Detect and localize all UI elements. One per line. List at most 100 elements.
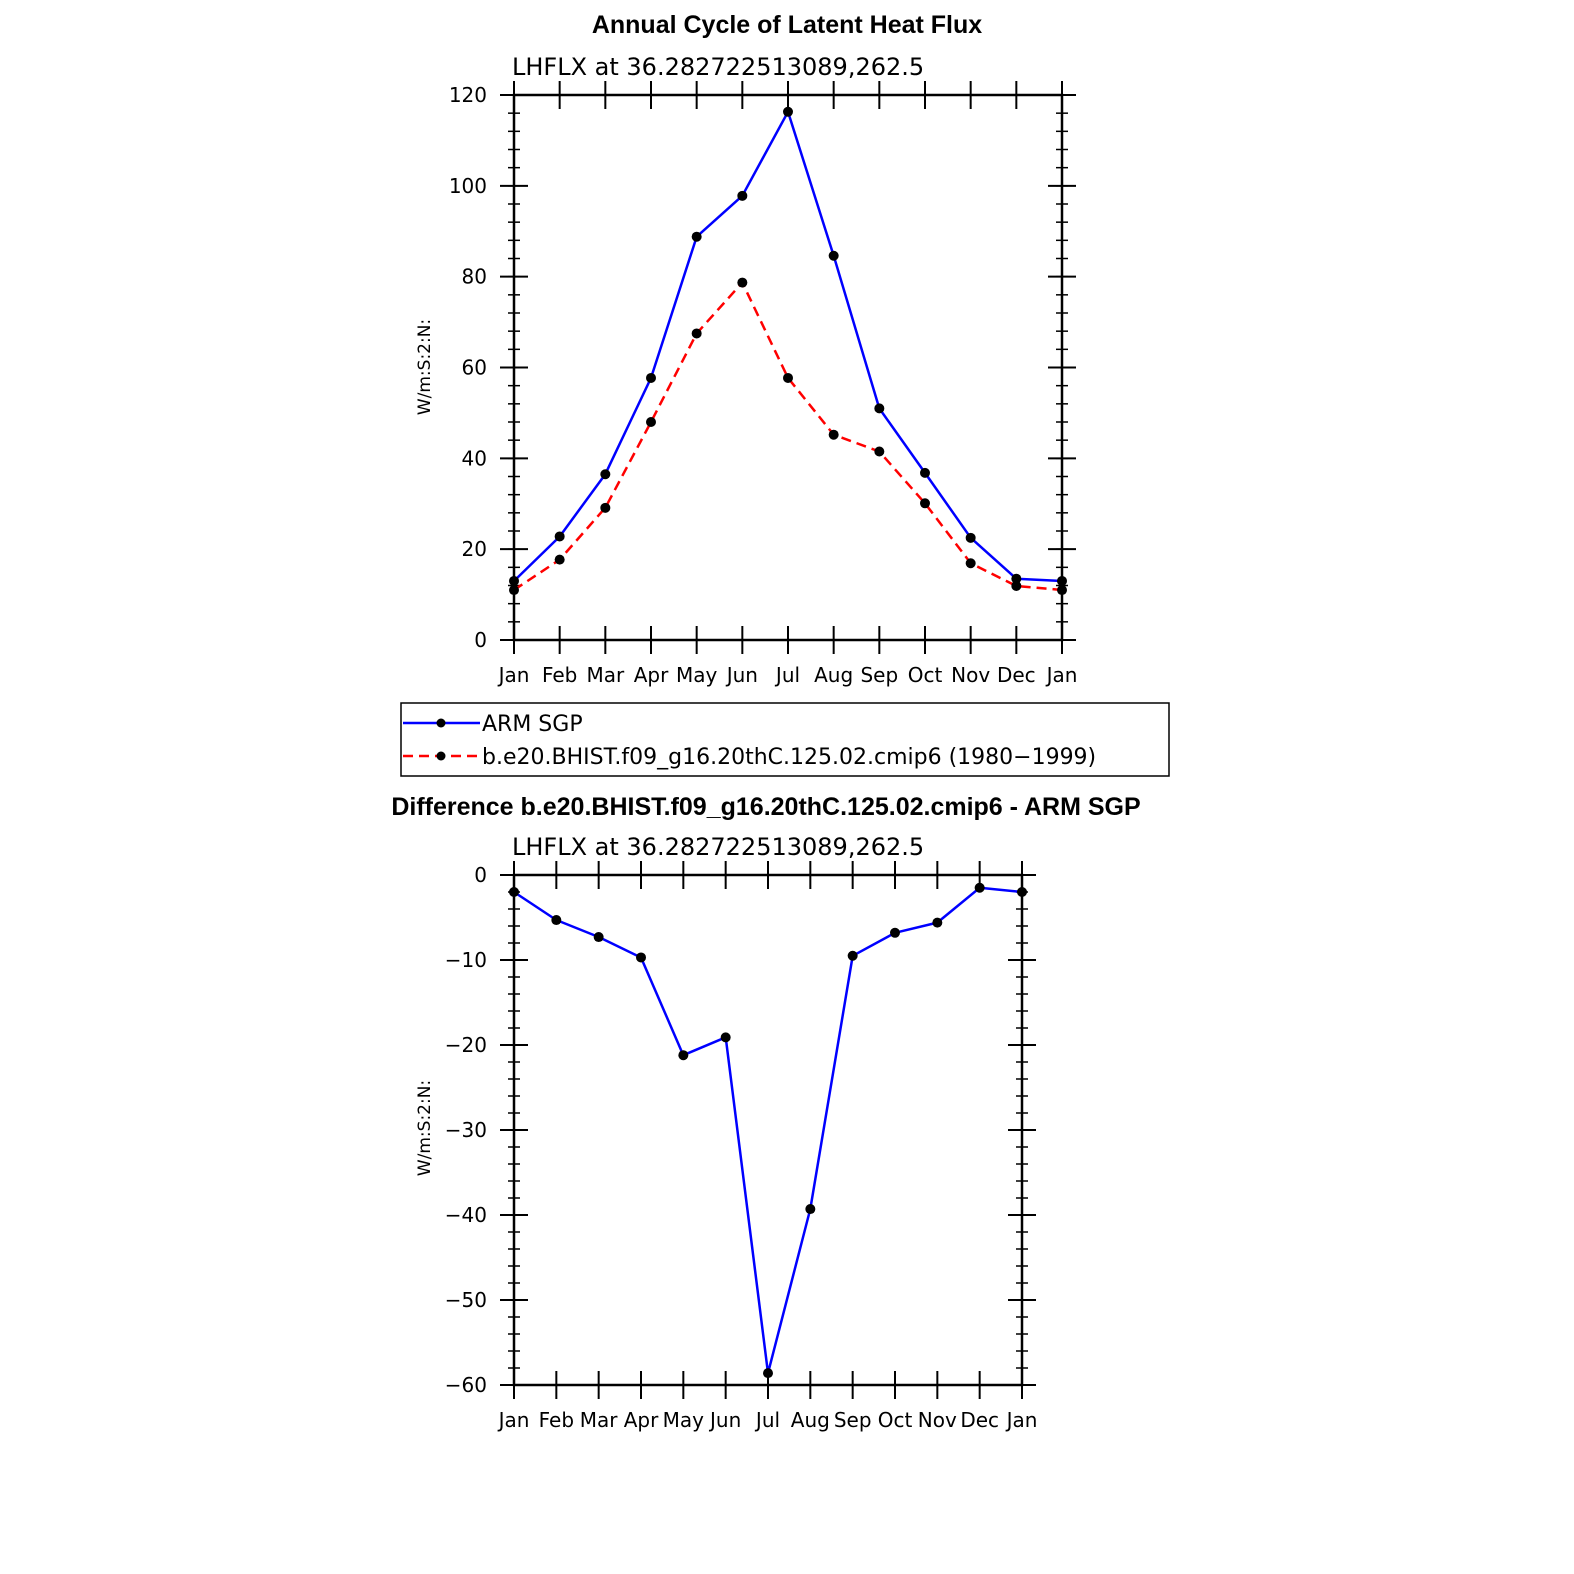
data-point — [874, 446, 885, 457]
data-point — [1011, 580, 1022, 591]
axis-ticks — [500, 861, 1036, 1399]
x-tick-label: Oct — [908, 663, 943, 687]
data-point — [783, 372, 793, 383]
y-tick-label: 40 — [462, 446, 487, 470]
x-tick-label: Apr — [634, 663, 669, 687]
y-tick-label: 0 — [474, 863, 487, 887]
legend-label: b.e20.BHIST.f09_g16.20thC.125.02.cmip6 (… — [482, 745, 1096, 770]
x-tick-label: Jan — [497, 1408, 530, 1432]
x-tick-label: Nov — [951, 663, 990, 687]
data-point — [874, 403, 885, 414]
legend-label: ARM SGP — [482, 712, 583, 737]
x-tick-labels: Jan Feb Mar Apr May Jun Jul Aug Sep Oct Nov Dec Jan — [497, 663, 1078, 687]
x-tick-label: Feb — [542, 663, 577, 687]
y-tick-label: 80 — [462, 265, 487, 289]
y-tick-label: 0 — [474, 628, 487, 652]
legend-entry-arm-sgp: ARM SGP — [403, 712, 583, 737]
data-point — [646, 372, 656, 383]
y-tick-label: 120 — [449, 83, 487, 107]
legend-box — [400, 702, 1170, 777]
data-point — [554, 554, 565, 565]
data-point — [600, 502, 611, 513]
data-point — [932, 917, 943, 928]
y-tick-labels: −60 −50 −40 −30 −20 −10 0 — [445, 863, 487, 1397]
y-tick-labels: 0 20 40 60 80 100 120 — [449, 83, 487, 652]
x-tick-label: Dec — [997, 663, 1036, 687]
data-point — [720, 1032, 731, 1043]
x-tick-label: Jan — [497, 663, 530, 687]
legend-swatch-marker — [436, 751, 446, 761]
x-tick-label: Apr — [624, 1408, 659, 1432]
y-tick-label: 60 — [462, 356, 487, 380]
x-tick-label: Aug — [814, 663, 853, 687]
chart-subtitle: LHFLX at 36.282722513089,262.5 — [512, 833, 924, 861]
legend-entry-model: b.e20.BHIST.f09_g16.20thC.125.02.cmip6 (… — [403, 745, 1096, 770]
x-tick-label: Sep — [860, 663, 898, 687]
data-point — [636, 952, 646, 963]
series-layer — [509, 882, 1027, 1379]
x-tick-label: Aug — [791, 1408, 830, 1432]
data-point — [974, 882, 985, 893]
data-point — [691, 231, 702, 242]
y-tick-label: −40 — [445, 1203, 487, 1227]
x-tick-label: Dec — [960, 1408, 999, 1432]
x-tick-label: Jan — [1045, 663, 1078, 687]
y-tick-label: −20 — [445, 1033, 487, 1057]
x-tick-label: Jul — [774, 663, 800, 687]
y-tick-label: −50 — [445, 1288, 487, 1312]
data-point — [554, 531, 565, 542]
plot-frame — [512, 873, 1024, 1387]
y-tick-label: 100 — [449, 174, 487, 198]
data-point — [737, 277, 748, 288]
difference-chart: Difference b.e20.BHIST.f09_g16.20thC.125… — [391, 793, 1140, 1432]
y-tick-label: −10 — [445, 948, 487, 972]
data-point — [737, 190, 748, 201]
x-tick-label: Jan — [1005, 1408, 1038, 1432]
data-point — [763, 1368, 773, 1379]
data-point — [1011, 573, 1022, 584]
x-tick-label: May — [676, 663, 718, 687]
x-tick-label: May — [663, 1408, 705, 1432]
series-line-1 — [513, 886, 1023, 1375]
x-tick-label: Jul — [754, 1408, 780, 1432]
chart-title: Annual Cycle of Latent Heat Flux — [592, 11, 982, 39]
data-point — [783, 106, 793, 117]
x-tick-label: Mar — [586, 663, 625, 687]
legend: ARM SGP b.e20.BHIST.f09_g16.20thC.125.02… — [400, 702, 1170, 777]
x-tick-label: Nov — [918, 1408, 957, 1432]
data-point — [600, 469, 611, 480]
x-tick-label: Oct — [878, 1408, 913, 1432]
legend-swatch-marker — [436, 718, 446, 728]
x-tick-label: Feb — [539, 1408, 574, 1432]
data-point — [920, 467, 930, 478]
series-line-2 — [513, 281, 1063, 592]
y-tick-label: −30 — [445, 1118, 487, 1142]
series-layer — [509, 106, 1067, 596]
data-point — [691, 328, 702, 339]
data-point — [828, 429, 839, 440]
series-line-1 — [513, 110, 1063, 583]
y-axis-label: W/m:S:2:N: — [415, 1080, 435, 1176]
x-tick-label: Jun — [708, 1408, 741, 1432]
data-point — [965, 532, 976, 543]
plot-frame — [512, 93, 1064, 642]
chart-title: Difference b.e20.BHIST.f09_g16.20thC.125… — [391, 793, 1140, 821]
y-tick-label: 20 — [462, 537, 487, 561]
data-point — [593, 932, 604, 943]
y-tick-label: −60 — [445, 1373, 487, 1397]
data-point — [920, 498, 930, 509]
chart-subtitle: LHFLX at 36.282722513089,262.5 — [512, 53, 924, 81]
x-tick-labels: Jan Feb Mar Apr May Jun Jul Aug Sep Oct Nov Dec Jan — [497, 1408, 1038, 1432]
data-point — [890, 927, 900, 938]
x-tick-label: Jun — [725, 663, 758, 687]
data-point — [678, 1050, 689, 1061]
data-point — [551, 915, 562, 926]
annual-cycle-chart: Annual Cycle of Latent Heat Flux LHFLX a… — [400, 11, 1170, 777]
data-point — [847, 950, 858, 961]
y-axis-label: W/m:S:2:N: — [415, 319, 435, 415]
x-tick-label: Mar — [580, 1408, 619, 1432]
data-point — [646, 417, 656, 427]
data-point — [805, 1204, 816, 1215]
axis-ticks — [500, 81, 1076, 654]
